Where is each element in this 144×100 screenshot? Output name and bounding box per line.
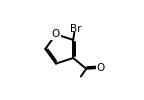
Text: O: O (97, 63, 105, 73)
Text: O: O (52, 29, 60, 39)
Text: Br: Br (70, 24, 81, 34)
